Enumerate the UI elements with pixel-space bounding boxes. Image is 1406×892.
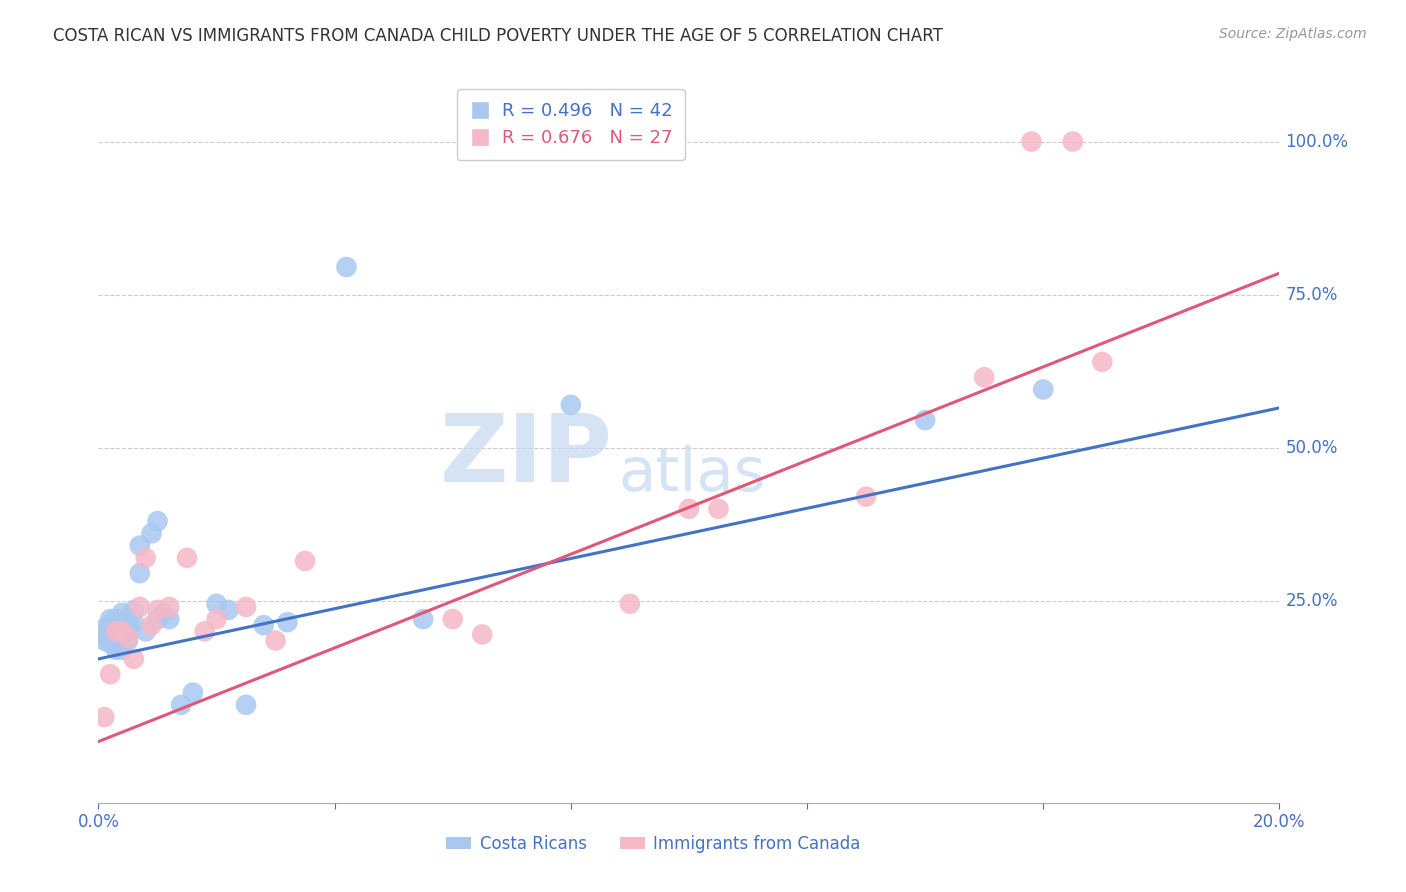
Point <box>1021 135 1043 149</box>
Point <box>117 624 139 639</box>
Point <box>1062 135 1084 149</box>
Text: Source: ZipAtlas.com: Source: ZipAtlas.com <box>1219 27 1367 41</box>
Point <box>235 698 257 712</box>
Point <box>471 627 494 641</box>
Point <box>98 667 121 681</box>
Point <box>128 599 150 614</box>
Point <box>117 633 139 648</box>
Point <box>93 710 115 724</box>
Point <box>1091 355 1114 369</box>
Point <box>111 624 134 639</box>
Point <box>111 618 134 632</box>
Point <box>93 621 115 635</box>
Point <box>93 627 115 641</box>
Point <box>117 631 139 645</box>
Point <box>678 502 700 516</box>
Point <box>105 618 128 632</box>
Point <box>335 260 357 274</box>
Point <box>170 698 193 712</box>
Point <box>105 624 128 639</box>
Point <box>855 490 877 504</box>
Point <box>105 642 128 657</box>
Point <box>973 370 995 384</box>
Point <box>146 514 169 528</box>
Point <box>93 633 115 648</box>
Point <box>205 612 228 626</box>
Point <box>176 550 198 565</box>
Point <box>135 624 157 639</box>
Point <box>217 603 239 617</box>
Text: atlas: atlas <box>619 444 766 504</box>
Point <box>98 624 121 639</box>
Point <box>105 631 128 645</box>
Text: COSTA RICAN VS IMMIGRANTS FROM CANADA CHILD POVERTY UNDER THE AGE OF 5 CORRELATI: COSTA RICAN VS IMMIGRANTS FROM CANADA CH… <box>53 27 943 45</box>
Point <box>264 633 287 648</box>
Point <box>128 566 150 581</box>
Point <box>98 612 121 626</box>
Point <box>122 603 145 617</box>
Text: 75.0%: 75.0% <box>1285 285 1337 303</box>
Text: 100.0%: 100.0% <box>1285 133 1348 151</box>
Point <box>707 502 730 516</box>
Point <box>122 652 145 666</box>
Point <box>235 599 257 614</box>
Point <box>276 615 298 630</box>
Point <box>253 618 276 632</box>
Point <box>560 398 582 412</box>
Legend: Costa Ricans, Immigrants from Canada: Costa Ricans, Immigrants from Canada <box>440 828 868 860</box>
Point <box>111 606 134 620</box>
Point <box>141 526 163 541</box>
Point <box>111 627 134 641</box>
Point <box>117 615 139 630</box>
Point <box>181 685 204 699</box>
Point <box>157 612 180 626</box>
Point <box>914 413 936 427</box>
Point <box>412 612 434 626</box>
Text: 25.0%: 25.0% <box>1285 591 1339 610</box>
Point <box>98 631 121 645</box>
Text: ZIP: ZIP <box>439 410 612 502</box>
Point <box>294 554 316 568</box>
Point <box>105 624 128 639</box>
Point <box>98 618 121 632</box>
Point <box>146 612 169 626</box>
Point <box>205 597 228 611</box>
Point <box>122 615 145 630</box>
Point <box>135 550 157 565</box>
Point <box>194 624 217 639</box>
Point <box>157 599 180 614</box>
Point <box>441 612 464 626</box>
Point <box>111 642 134 657</box>
Point <box>1032 383 1054 397</box>
Point <box>146 603 169 617</box>
Point <box>152 606 174 620</box>
Point <box>619 597 641 611</box>
Point <box>105 612 128 626</box>
Point <box>98 637 121 651</box>
Point <box>141 618 163 632</box>
Point <box>128 539 150 553</box>
Text: 50.0%: 50.0% <box>1285 439 1337 457</box>
